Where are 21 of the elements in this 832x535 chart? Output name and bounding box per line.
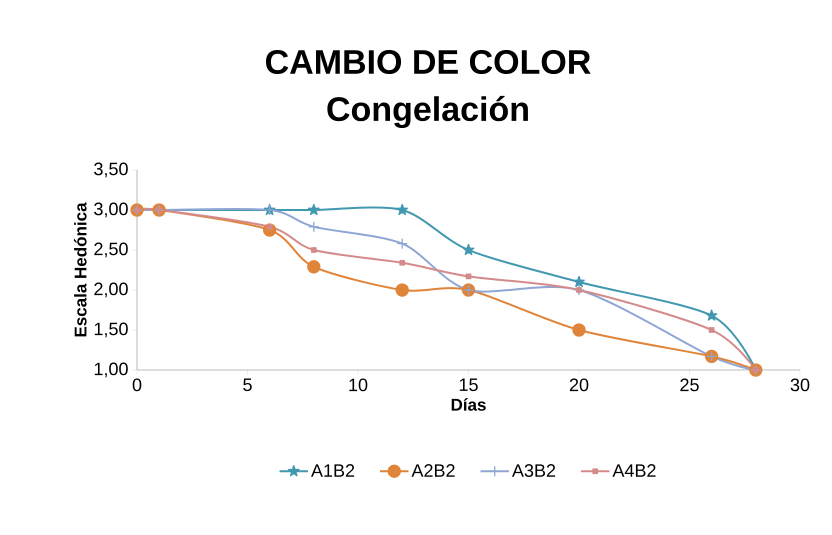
y-axis-title: Escala Hedónica: [74, 202, 87, 336]
x-tick-label: 30: [790, 378, 810, 392]
x-tick-label: 25: [680, 378, 699, 392]
y-tick-label: 3,00: [94, 202, 128, 218]
y-tick-label: 1,00: [94, 362, 128, 378]
legend-label: A2B2: [412, 464, 455, 477]
y-tick-label: 2,50: [94, 242, 128, 258]
x-tick-label: 5: [243, 378, 252, 392]
chart-subtitle: Congelación: [327, 96, 528, 128]
legend-label: A4B2: [612, 464, 656, 477]
chart-title: CAMBIO DE COLOR: [266, 50, 591, 74]
x-tick-label: 20: [570, 378, 588, 392]
x-axis-title: Días: [452, 398, 486, 411]
y-tick-label: 1,50: [94, 322, 128, 338]
y-tick-label: 2,00: [94, 282, 128, 298]
legend-label: A3B2: [512, 464, 556, 477]
x-tick-label: 0: [132, 378, 142, 392]
x-tick-label: 10: [349, 378, 368, 392]
x-tick-label: 15: [460, 378, 478, 392]
legend-label: A1B2: [311, 464, 354, 477]
y-tick-label: 3,50: [94, 162, 128, 178]
